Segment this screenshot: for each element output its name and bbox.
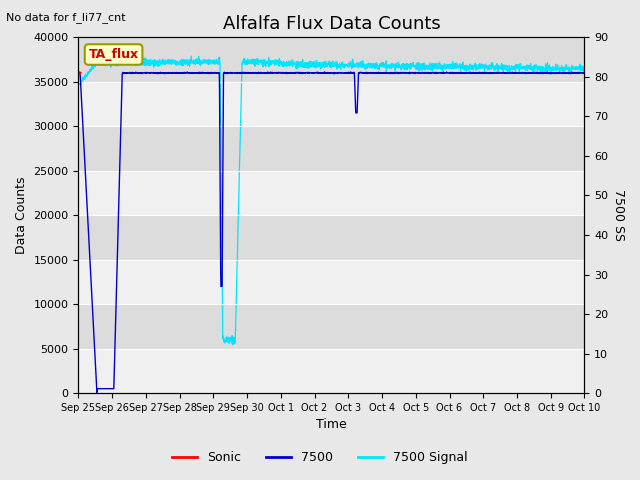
Text: No data for f_li77_cnt: No data for f_li77_cnt: [6, 12, 126, 23]
Text: TA_flux: TA_flux: [88, 48, 139, 61]
Y-axis label: 7500 SS: 7500 SS: [612, 189, 625, 241]
Bar: [79, 126, 584, 171]
Bar: [79, 260, 584, 304]
Title: Alfalfa Flux Data Counts: Alfalfa Flux Data Counts: [223, 15, 440, 33]
Bar: [79, 171, 584, 215]
Bar: [79, 348, 584, 393]
Bar: [79, 82, 584, 126]
Bar: [79, 304, 584, 348]
X-axis label: Time: Time: [316, 419, 347, 432]
Bar: [79, 215, 584, 260]
Bar: [79, 37, 584, 82]
Y-axis label: Data Counts: Data Counts: [15, 177, 28, 254]
Legend: Sonic, 7500, 7500 Signal: Sonic, 7500, 7500 Signal: [167, 446, 473, 469]
